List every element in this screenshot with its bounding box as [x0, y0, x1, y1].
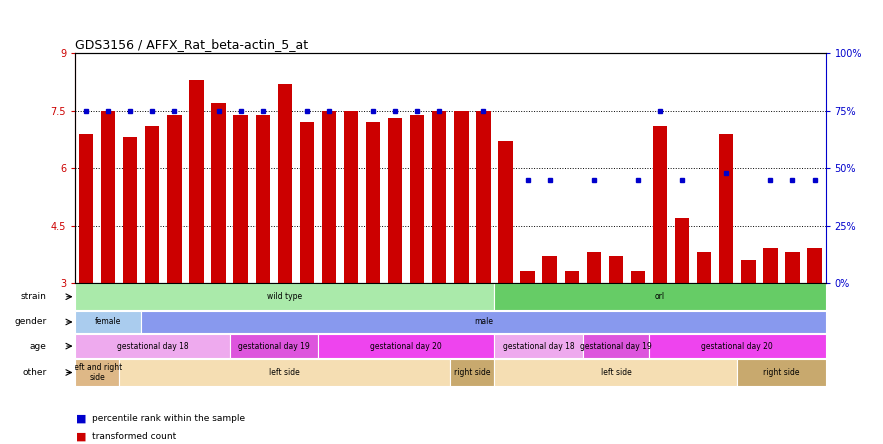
Bar [498, 141, 513, 283]
Bar [388, 119, 403, 283]
Bar [167, 115, 182, 283]
Bar [119, 359, 450, 386]
Bar [741, 260, 756, 283]
Text: left side: left side [269, 368, 300, 377]
Bar [75, 359, 119, 386]
Bar [454, 111, 469, 283]
Text: transformed count: transformed count [92, 432, 176, 441]
Bar [123, 138, 138, 283]
Bar [321, 111, 336, 283]
Text: gestational day 20: gestational day 20 [701, 341, 774, 351]
Bar [450, 359, 494, 386]
Bar [608, 256, 623, 283]
Text: orl: orl [655, 292, 665, 301]
Bar [75, 334, 230, 358]
Text: percentile rank within the sample: percentile rank within the sample [92, 414, 245, 423]
Bar [211, 103, 226, 283]
Bar [476, 111, 491, 283]
Bar [520, 271, 535, 283]
Bar [230, 334, 318, 358]
Bar [630, 271, 645, 283]
Bar [542, 256, 557, 283]
Text: strain: strain [20, 292, 47, 301]
Bar [719, 134, 734, 283]
Text: gender: gender [14, 317, 47, 326]
Bar [255, 115, 270, 283]
Bar [737, 359, 826, 386]
Bar [75, 283, 494, 310]
Bar [75, 311, 141, 333]
Bar [653, 126, 668, 283]
Text: GDS3156 / AFFX_Rat_beta-actin_5_at: GDS3156 / AFFX_Rat_beta-actin_5_at [75, 38, 308, 51]
Bar [763, 249, 778, 283]
Bar [675, 218, 690, 283]
Text: wild type: wild type [268, 292, 302, 301]
Bar [649, 334, 826, 358]
Bar [586, 252, 601, 283]
Text: gestational day 18: gestational day 18 [502, 341, 575, 351]
Bar [583, 334, 649, 358]
Text: ■: ■ [76, 414, 87, 424]
Text: gestational day 20: gestational day 20 [370, 341, 442, 351]
Bar [343, 111, 358, 283]
Bar [432, 111, 447, 283]
Text: gestational day 19: gestational day 19 [238, 341, 310, 351]
Bar [785, 252, 800, 283]
Bar [564, 271, 579, 283]
Bar [101, 111, 116, 283]
Text: male: male [474, 317, 493, 326]
Bar [494, 283, 826, 310]
Text: age: age [29, 341, 47, 351]
Bar [277, 84, 292, 283]
Bar [145, 126, 160, 283]
Bar [494, 359, 737, 386]
Bar [318, 334, 494, 358]
Text: other: other [22, 368, 47, 377]
Bar [299, 122, 314, 283]
Bar [79, 134, 94, 283]
Bar [410, 115, 425, 283]
Text: right side: right side [763, 368, 800, 377]
Text: left and right
side: left and right side [72, 363, 122, 382]
Text: ■: ■ [76, 432, 87, 442]
Text: gestational day 18: gestational day 18 [117, 341, 188, 351]
Bar [189, 80, 204, 283]
Text: right side: right side [454, 368, 491, 377]
Bar [807, 249, 822, 283]
Bar [494, 334, 583, 358]
Text: female: female [95, 317, 121, 326]
Bar [697, 252, 712, 283]
Bar [233, 115, 248, 283]
Bar [366, 122, 381, 283]
Text: left side: left side [600, 368, 631, 377]
Text: gestational day 19: gestational day 19 [580, 341, 652, 351]
